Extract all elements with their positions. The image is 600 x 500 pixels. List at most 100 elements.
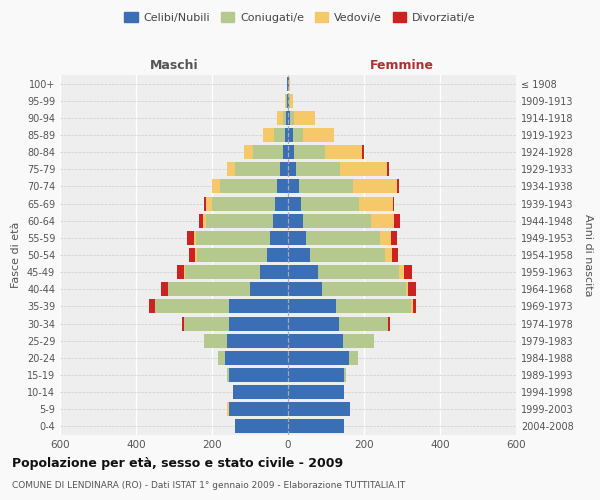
Bar: [235, 162, 280, 176]
Bar: [296, 162, 340, 176]
Bar: [189, 248, 195, 262]
Bar: [303, 214, 371, 228]
Bar: [267, 248, 288, 262]
Bar: [176, 265, 184, 279]
Y-axis label: Anni di nascita: Anni di nascita: [583, 214, 593, 296]
Bar: [325, 145, 362, 159]
Bar: [288, 128, 293, 142]
Bar: [299, 180, 353, 194]
Bar: [203, 214, 206, 228]
Bar: [253, 145, 283, 159]
Bar: [287, 94, 288, 108]
Bar: [212, 196, 275, 210]
Bar: [206, 196, 212, 210]
Text: Femmine: Femmine: [370, 58, 434, 71]
Bar: [288, 316, 340, 330]
Bar: [288, 214, 303, 228]
Bar: [227, 334, 288, 347]
Bar: [149, 300, 155, 314]
Bar: [413, 300, 416, 314]
Bar: [287, 76, 288, 90]
Bar: [199, 214, 203, 228]
Bar: [406, 282, 408, 296]
Bar: [197, 248, 267, 262]
Bar: [301, 196, 359, 210]
Bar: [168, 282, 250, 296]
Bar: [288, 351, 349, 365]
Bar: [285, 128, 288, 142]
Bar: [322, 282, 406, 296]
Bar: [288, 94, 289, 108]
Bar: [290, 111, 294, 125]
Bar: [293, 128, 303, 142]
Bar: [275, 196, 288, 210]
Bar: [184, 265, 185, 279]
Bar: [185, 265, 260, 279]
Bar: [288, 334, 343, 347]
Bar: [288, 248, 310, 262]
Bar: [303, 128, 334, 142]
Bar: [195, 248, 197, 262]
Bar: [319, 265, 399, 279]
Bar: [218, 351, 226, 365]
Bar: [392, 196, 394, 210]
Bar: [196, 231, 270, 245]
Bar: [161, 282, 168, 296]
Bar: [283, 145, 288, 159]
Bar: [187, 231, 194, 245]
Bar: [288, 231, 306, 245]
Y-axis label: Fasce di età: Fasce di età: [11, 222, 21, 288]
Bar: [408, 282, 416, 296]
Bar: [397, 180, 400, 194]
Bar: [226, 351, 288, 365]
Bar: [294, 111, 314, 125]
Text: Maschi: Maschi: [149, 58, 199, 71]
Bar: [399, 265, 404, 279]
Bar: [289, 94, 290, 108]
Bar: [288, 145, 294, 159]
Bar: [290, 94, 293, 108]
Bar: [288, 385, 344, 399]
Bar: [263, 128, 274, 142]
Bar: [288, 282, 322, 296]
Bar: [273, 214, 288, 228]
Bar: [335, 300, 411, 314]
Bar: [250, 282, 288, 296]
Bar: [371, 214, 394, 228]
Bar: [155, 300, 229, 314]
Bar: [229, 402, 288, 416]
Bar: [288, 265, 319, 279]
Bar: [343, 334, 374, 347]
Bar: [283, 111, 286, 125]
Bar: [229, 300, 288, 314]
Bar: [227, 368, 229, 382]
Bar: [289, 76, 290, 90]
Legend: Celibi/Nubili, Coniugati/e, Vedovi/e, Divorziati/e: Celibi/Nubili, Coniugati/e, Vedovi/e, Di…: [120, 8, 480, 28]
Bar: [229, 316, 288, 330]
Bar: [411, 300, 413, 314]
Bar: [277, 111, 283, 125]
Bar: [288, 196, 301, 210]
Bar: [206, 214, 273, 228]
Bar: [286, 111, 288, 125]
Bar: [227, 162, 235, 176]
Bar: [260, 265, 288, 279]
Bar: [280, 162, 288, 176]
Bar: [404, 265, 412, 279]
Text: Popolazione per età, sesso e stato civile - 2009: Popolazione per età, sesso e stato civil…: [12, 458, 343, 470]
Bar: [205, 334, 227, 347]
Bar: [288, 300, 335, 314]
Bar: [288, 368, 344, 382]
Bar: [286, 94, 287, 108]
Bar: [340, 316, 388, 330]
Bar: [344, 368, 346, 382]
Bar: [349, 351, 358, 365]
Bar: [288, 76, 289, 90]
Bar: [380, 231, 391, 245]
Bar: [388, 316, 390, 330]
Bar: [244, 145, 253, 159]
Bar: [310, 248, 385, 262]
Bar: [274, 128, 285, 142]
Bar: [288, 402, 350, 416]
Bar: [270, 231, 288, 245]
